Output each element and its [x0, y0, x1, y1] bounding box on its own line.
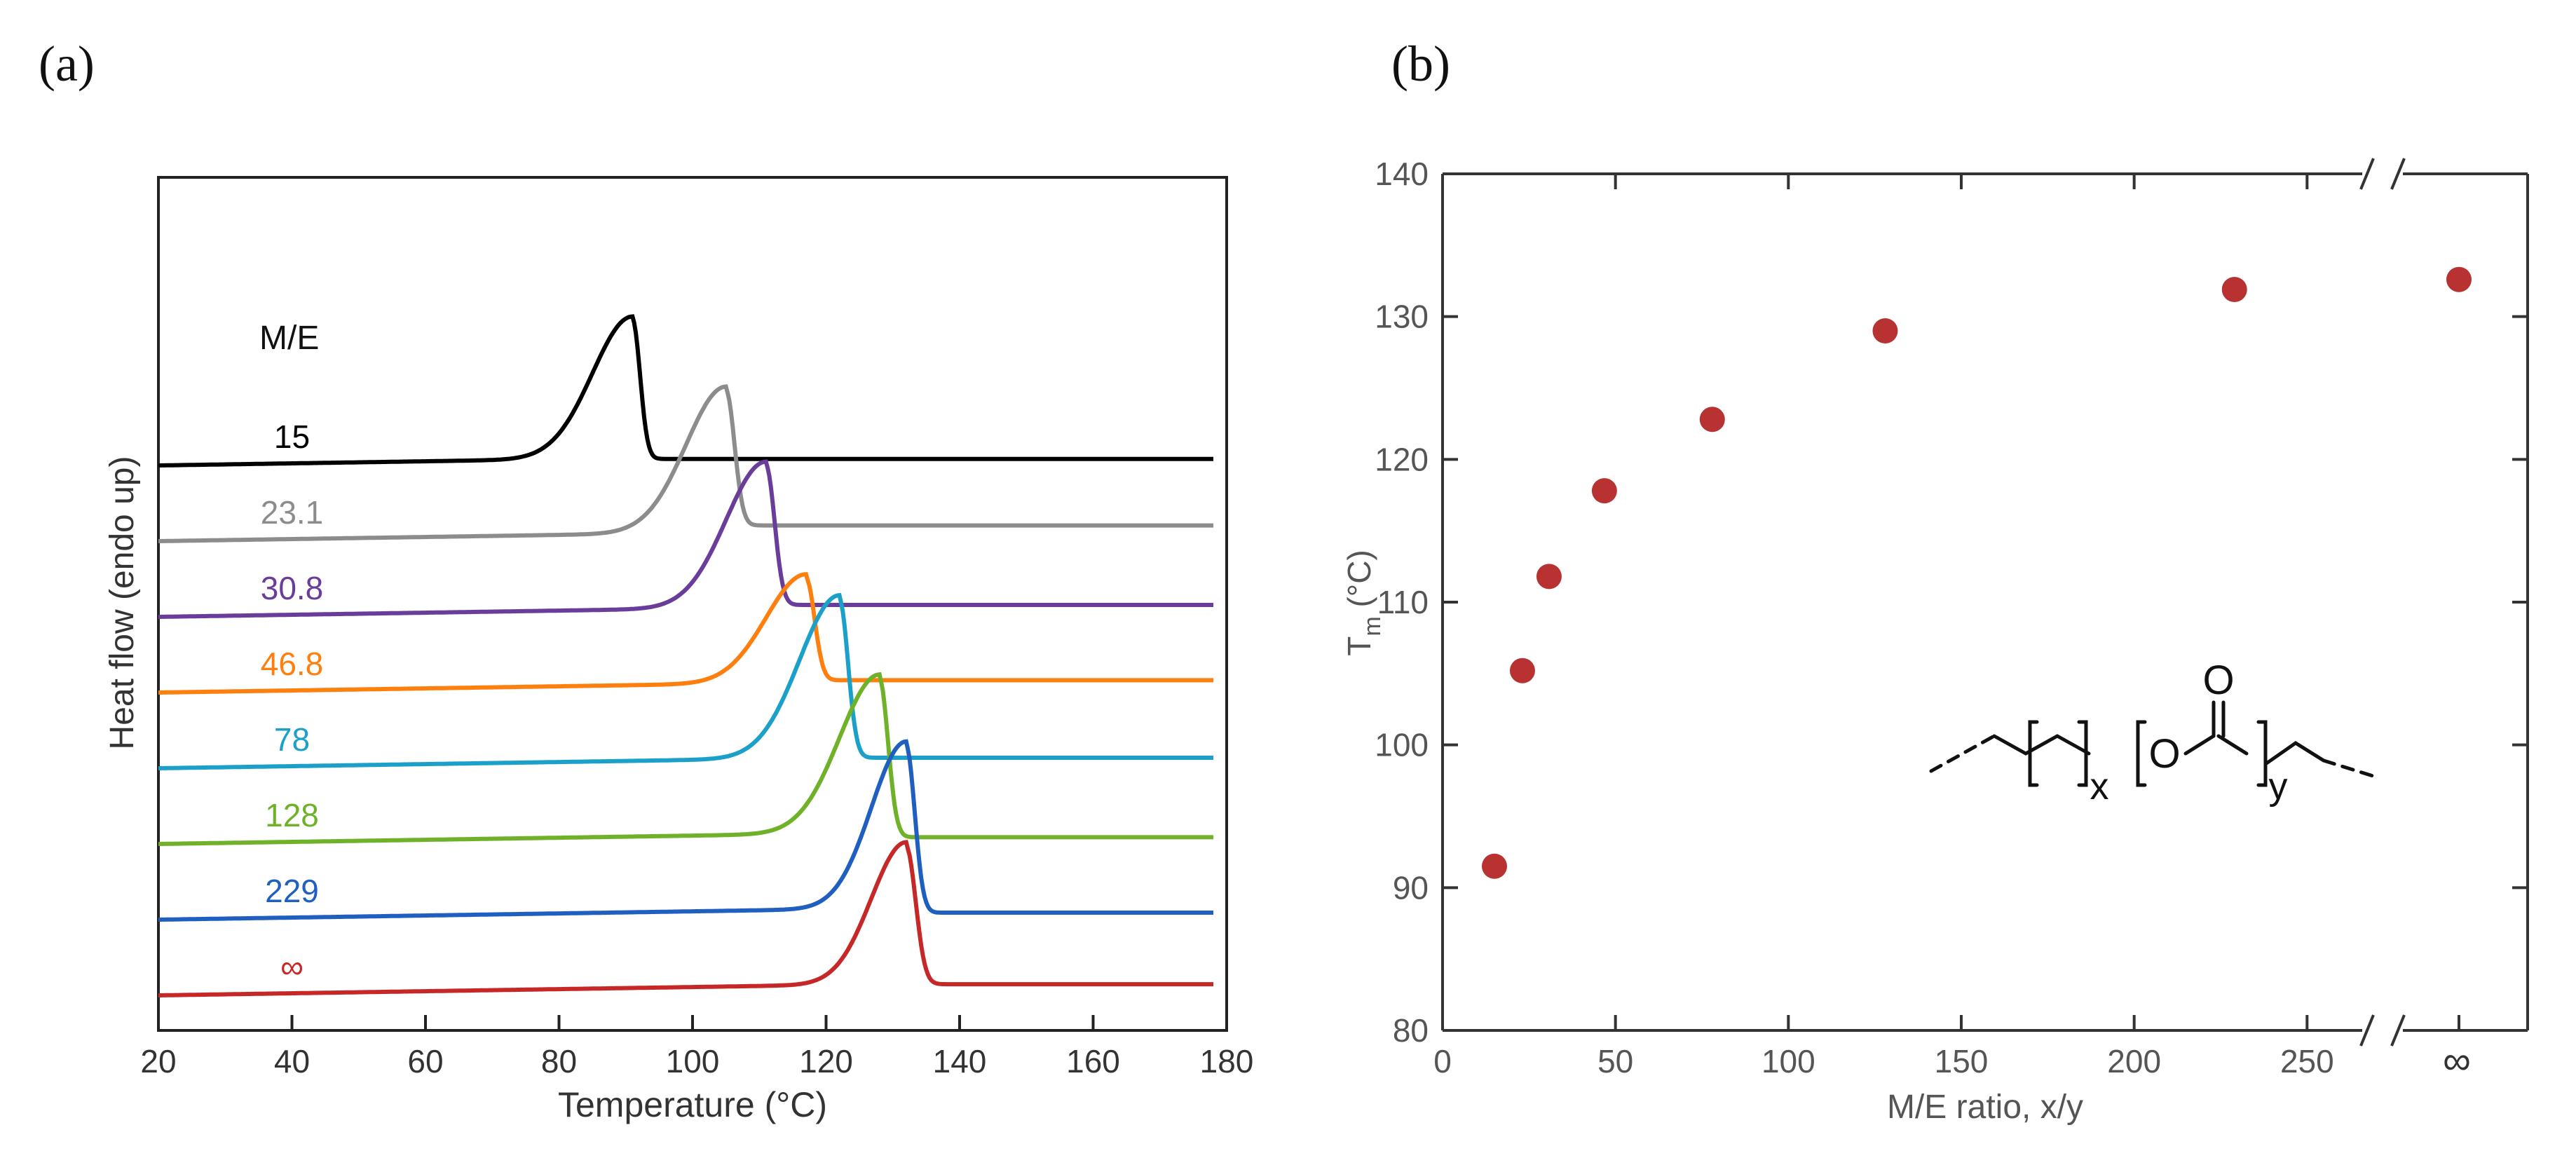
tm-x-axis-label: M/E ratio, x/y [1887, 1089, 2083, 1126]
tm-y-tick-label: 100 [1375, 727, 1429, 763]
dsc-x-ticks: 20 40 60 80 100 120 140 160 180 [140, 1015, 1253, 1079]
dsc-x-tick-label: 180 [1200, 1043, 1254, 1079]
tm-x-tick-label: 100 [1761, 1043, 1815, 1079]
dsc-x-tick-label: 100 [666, 1043, 720, 1079]
dsc-series-labels: 15 23.1 30.8 46.8 78 128 229 ∞ [261, 418, 324, 985]
dsc-series-label: 30.8 [261, 570, 324, 606]
tm-y-tick-label: 120 [1375, 441, 1429, 477]
dsc-x-tick-label: 40 [274, 1043, 310, 1079]
svg-text:Tm (°C): Tm (°C) [1341, 550, 1386, 655]
tm-x-tick-infinity: ∞ [2443, 1038, 2471, 1082]
dsc-x-tick-label: 20 [140, 1043, 176, 1079]
tm-points [1482, 266, 2472, 879]
structure-subscript-y: y [2269, 765, 2288, 808]
dsc-curve-8 [158, 840, 1213, 997]
tm-y-label-sub: m [1359, 616, 1386, 636]
tm-y-tick-label: 130 [1375, 299, 1429, 335]
dsc-x-tick-label: 60 [407, 1043, 443, 1079]
dsc-y-axis-label: Heat flow (endo up) [104, 456, 141, 750]
structure-ester-oxygen: O [2148, 731, 2180, 777]
dsc-series-label: 23.1 [261, 494, 324, 531]
tm-y-label-unit: (°C) [1341, 550, 1377, 616]
tm-x-tick-label: 250 [2280, 1043, 2334, 1079]
dsc-curve-6 [158, 672, 1213, 846]
panel-b-label: (b) [1391, 36, 1450, 92]
tm-ticks: 80 90 100 110 120 130 140 0 50 100 150 200 250 [1375, 156, 2528, 1079]
dsc-series-label: 15 [274, 418, 310, 455]
tm-x-tick-label: 200 [2107, 1043, 2161, 1079]
panel-a-label: (a) [39, 36, 95, 92]
tm-axis-break-marks [2359, 158, 2406, 1047]
dsc-curve-2 [158, 384, 1213, 543]
tm-y-tick-label: 110 [1377, 584, 1429, 620]
tm-data-point [2221, 276, 2247, 302]
tm-y-tick-label: 140 [1375, 156, 1429, 192]
dsc-x-tick-label: 120 [799, 1043, 853, 1079]
tm-x-tick-label: 0 [1433, 1043, 1452, 1079]
tm-data-point [1509, 658, 1535, 683]
tm-data-point [1536, 564, 1562, 590]
tm-data-point [1482, 853, 1507, 879]
dsc-curve-7 [158, 739, 1213, 922]
dsc-series-label: 229 [265, 873, 319, 909]
dsc-curves [158, 314, 1213, 997]
tm-data-point [1872, 318, 1898, 344]
structure-subscript-x: x [2090, 765, 2109, 808]
tm-x-tick-label: 150 [1935, 1043, 1989, 1079]
tm-y-tick-label: 90 [1393, 869, 1429, 906]
polymer-structure [1929, 700, 2382, 787]
dsc-curve-1 [158, 314, 1213, 468]
dsc-series-label: 46.8 [261, 646, 324, 682]
tm-y-axis-label: Tm (°C) [1341, 550, 1386, 655]
dsc-curve-4 [158, 572, 1213, 695]
tm-data-point [1699, 407, 1725, 432]
dsc-series-label: ∞ [280, 948, 304, 985]
dsc-curve-5 [158, 592, 1213, 770]
dsc-x-tick-label: 80 [541, 1043, 577, 1079]
dsc-x-tick-label: 140 [933, 1043, 987, 1079]
tm-x-tick-label: 50 [1597, 1043, 1633, 1079]
dsc-legend-title: M/E [259, 320, 319, 357]
dsc-series-label: 78 [274, 721, 310, 758]
dsc-series-label: 128 [265, 797, 319, 833]
tm-y-label-main: T [1341, 636, 1377, 656]
tm-data-point [2446, 266, 2472, 292]
dsc-curve-3 [158, 459, 1213, 619]
structure-carbonyl-oxygen: O [2202, 658, 2234, 703]
dsc-chart: 20 40 60 80 100 120 140 160 180 15 23.1 30.8 46.8 78… [104, 176, 1253, 1124]
tm-chart: 80 90 100 110 120 130 140 0 50 100 150 200 250 ∞ M/E… [1341, 156, 2529, 1126]
dsc-x-axis-label: Temperature (°C) [558, 1085, 827, 1124]
dsc-x-tick-label: 160 [1066, 1043, 1120, 1079]
tm-y-tick-label: 80 [1393, 1012, 1429, 1049]
tm-data-point [1591, 478, 1617, 504]
